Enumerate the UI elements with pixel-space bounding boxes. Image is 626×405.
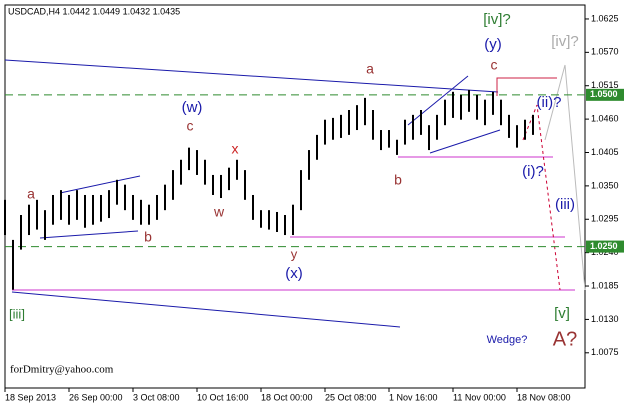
wave-label: (x) (285, 265, 303, 282)
wave-label: (iii) (555, 196, 575, 213)
y-tick-label: 1.0185 (591, 280, 619, 290)
wedge-line (59, 175, 141, 194)
x-tick-label: 11 Nov 00:00 (453, 392, 506, 402)
chart-title: USDCAD,H4 1.0442 1.0449 1.0432 1.0435 (8, 6, 180, 16)
wave-label: [iii] (9, 306, 25, 321)
y-tick-label: 1.0460 (591, 113, 619, 123)
x-tick-label: 3 Oct 08:00 (133, 392, 180, 402)
wave-label: (w) (182, 99, 203, 116)
trend-line (11, 291, 401, 328)
y-tick-label: 1.0350 (591, 180, 619, 190)
drawings (4, 59, 586, 328)
y-tick-label: 1.0295 (591, 214, 619, 224)
wave-label: (i)? (522, 163, 544, 180)
level-label-box (586, 88, 624, 101)
wave-label: w (213, 204, 225, 220)
wedge-line (39, 230, 139, 239)
wave-label: y (291, 246, 298, 261)
x-tick-label: 18 Nov 08:00 (517, 392, 571, 402)
wave-label: A? (553, 328, 577, 350)
projection (522, 104, 561, 291)
level-label: 1.0250 (590, 241, 618, 251)
wave-label: (y) (484, 36, 502, 53)
y-tick-label: 1.0405 (591, 147, 619, 157)
trend-line (4, 59, 499, 93)
wave-label: [iv]? (551, 33, 579, 50)
wave-label: a (366, 61, 374, 77)
wedge-line (407, 75, 469, 126)
wave-label: x (232, 141, 239, 157)
wave-label: b (144, 229, 152, 245)
x-tick-label: 18 Sep 2013 (5, 392, 56, 402)
wave-label: b (394, 172, 402, 188)
wave-label: Wedge? (487, 334, 528, 346)
wave-label: a (27, 186, 35, 202)
y-tick-label: 1.0515 (591, 80, 619, 90)
x-tick-label: 26 Sep 00:00 (69, 392, 123, 402)
x-tick-label: 10 Oct 16:00 (197, 392, 249, 402)
y-tick-label: 1.0130 (591, 314, 619, 324)
wave-label: (ii)? (537, 94, 562, 111)
x-tick-label: 18 Oct 00:00 (261, 392, 313, 402)
level-label: 1.0500 (590, 89, 618, 99)
x-tick-label: 1 Nov 16:00 (389, 392, 438, 402)
wave-label: c (491, 57, 498, 73)
y-tick-label: 1.0075 (591, 347, 619, 357)
x-tick-label: 25 Oct 08:00 (325, 392, 377, 402)
level-label-box (586, 240, 624, 253)
y-tick-label: 1.0570 (591, 47, 619, 57)
wave-label: [iv]? (483, 11, 511, 28)
projection (544, 64, 586, 291)
wedge-line (429, 129, 501, 154)
y-tick-label: 1.0625 (591, 13, 619, 23)
resistance-line (496, 77, 557, 96)
wave-label: c (187, 118, 194, 134)
wave-label: [v] (554, 305, 570, 322)
watermark: forDmitry@yahoo.com (10, 364, 114, 376)
